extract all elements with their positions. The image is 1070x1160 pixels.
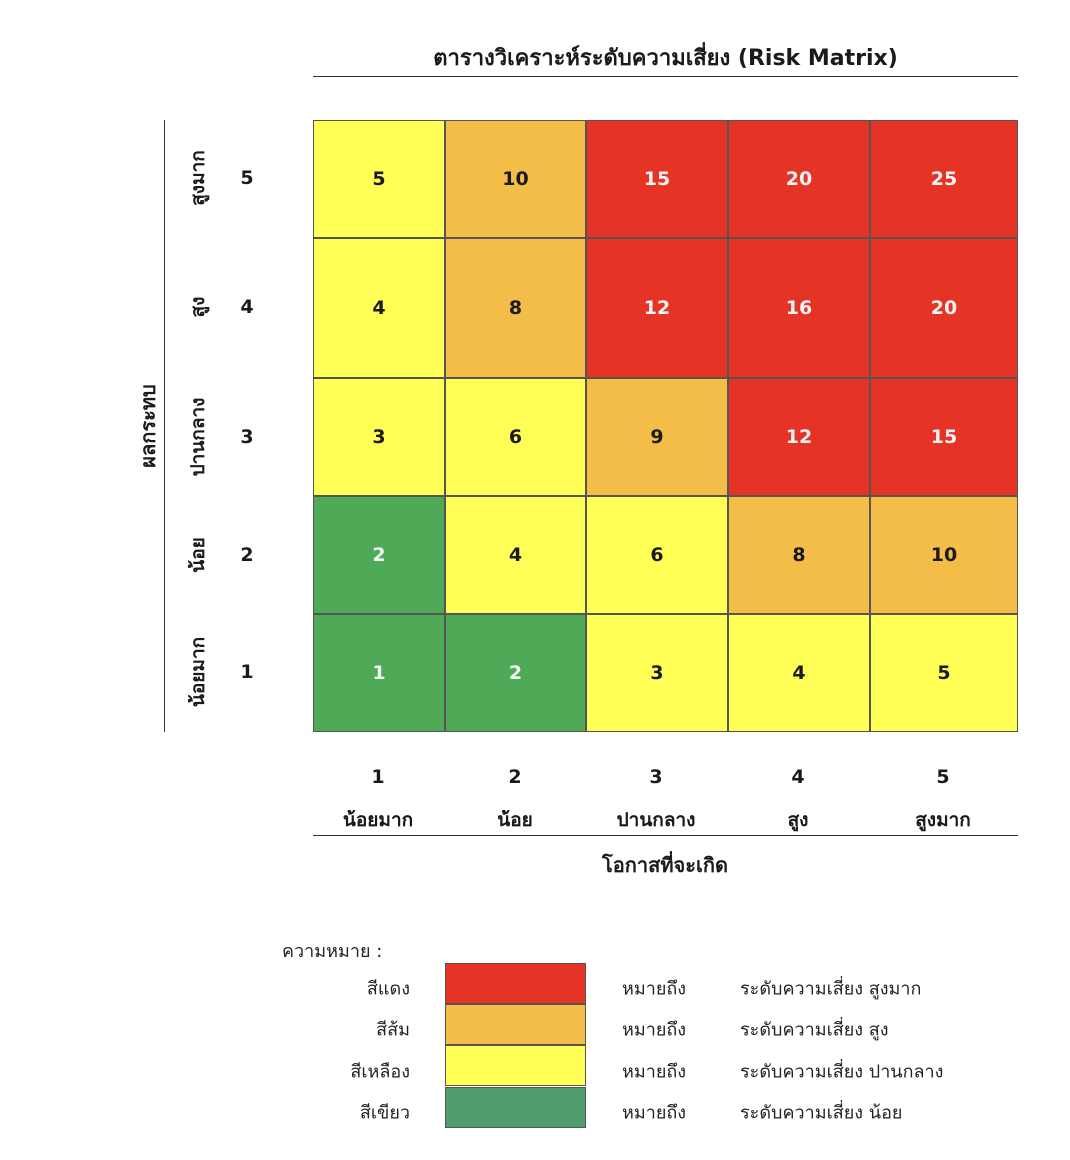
legend-swatch-red [445,963,586,1004]
matrix-cell: 5 [313,120,445,238]
x-level-num-4: 4 [791,766,805,788]
title-underline [313,76,1018,77]
legend-color-name-red: สีแดง [366,978,410,1000]
matrix-cell: 6 [445,378,586,496]
matrix-cell: 16 [728,238,870,378]
matrix-cell: 6 [586,496,728,614]
matrix-cell: 4 [445,496,586,614]
y-level-name-4: สูง [187,296,209,318]
y-level-num-2: 2 [240,544,254,566]
matrix-cell: 9 [586,378,728,496]
matrix-cell: 12 [586,238,728,378]
y-axis-line [164,120,165,732]
legend-means-label: หมายถึง [622,1061,687,1083]
matrix-cell: 1 [313,614,445,732]
legend-swatch-orange [445,1004,586,1045]
matrix-cell: 3 [313,378,445,496]
matrix-cell: 5 [870,614,1018,732]
x-level-name-2: น้อย [497,809,533,831]
y-level-name-2: น้อย [187,537,209,573]
y-level-num-1: 1 [240,661,254,683]
legend-means-label: หมายถึง [622,1019,687,1041]
matrix-cell: 25 [870,120,1018,238]
x-level-num-5: 5 [936,766,950,788]
legend-swatch-green [445,1087,586,1128]
y-level-num-5: 5 [240,167,254,189]
x-axis-title: โอกาสที่จะเกิด [602,853,728,877]
legend-color-name-yellow: สีเหลือง [350,1061,410,1083]
legend-color-name-orange: สีส้ม [376,1019,410,1041]
matrix-cell: 20 [870,238,1018,378]
legend-title: ความหมาย : [282,941,383,962]
y-level-name-3: ปานกลาง [187,397,209,477]
matrix-cell: 20 [728,120,870,238]
y-level-num-3: 3 [240,426,254,448]
x-level-name-5: สูงมาก [915,809,971,831]
x-level-num-3: 3 [649,766,663,788]
matrix-cell: 3 [586,614,728,732]
matrix-cell: 12 [728,378,870,496]
matrix-cell: 4 [728,614,870,732]
y-level-num-4: 4 [240,296,254,318]
x-level-num-2: 2 [508,766,522,788]
matrix-cell: 4 [313,238,445,378]
matrix-cell: 10 [445,120,586,238]
x-level-name-1: น้อยมาก [342,809,414,831]
x-level-name-3: ปานกลาง [616,809,696,831]
matrix-cell: 8 [728,496,870,614]
matrix-cell: 15 [586,120,728,238]
matrix-title: ตารางวิเคราะห์ระดับความเสี่ยง (Risk Matr… [433,46,898,71]
legend-description-orange: ระดับความเสี่ยง สูง [740,1019,889,1041]
legend-color-name-green: สีเขียว [359,1102,410,1124]
y-level-name-5: สูงมาก [187,150,209,206]
matrix-cell: 10 [870,496,1018,614]
matrix-cell: 8 [445,238,586,378]
legend-swatch-yellow [445,1045,586,1086]
risk-matrix-grid: 5 10 15 20 25 4 8 12 16 20 3 6 9 12 15 2 4 6 8 10 1 2 3 4 5 [313,120,1018,732]
y-axis-title: ผลกระทบ [136,384,160,468]
matrix-cell: 15 [870,378,1018,496]
legend-description-red: ระดับความเสี่ยง สูงมาก [740,978,922,1000]
x-level-name-4: สูง [787,809,809,831]
y-level-name-1: น้อยมาก [187,636,209,708]
legend-description-yellow: ระดับความเสี่ยง ปานกลาง [740,1061,944,1083]
matrix-cell: 2 [445,614,586,732]
legend-means-label: หมายถึง [622,1102,687,1124]
legend-description-green: ระดับความเสี่ยง น้อย [740,1102,903,1124]
matrix-cell: 2 [313,496,445,614]
x-axis-line [313,835,1018,836]
x-level-num-1: 1 [371,766,385,788]
legend-means-label: หมายถึง [622,978,687,1000]
